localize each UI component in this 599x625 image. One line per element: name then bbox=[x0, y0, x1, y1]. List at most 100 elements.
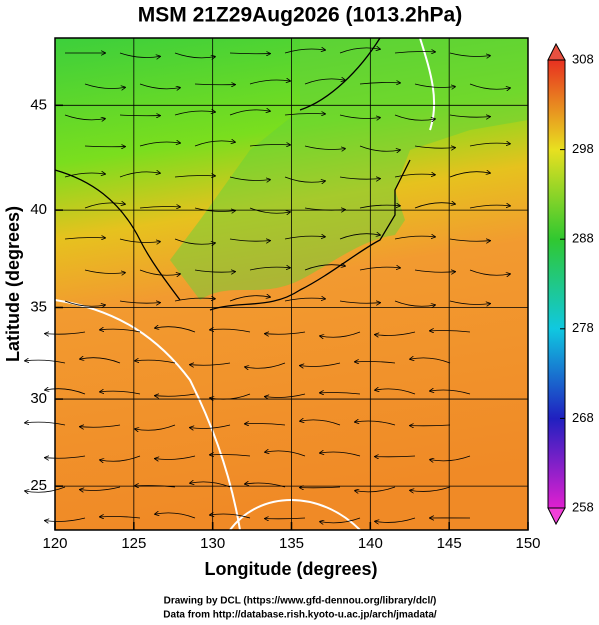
streamline bbox=[45, 389, 86, 395]
colorbar-tick-label: 258 bbox=[572, 499, 594, 514]
streamline bbox=[320, 517, 361, 523]
streamline bbox=[64, 238, 105, 239]
streamline bbox=[194, 141, 235, 147]
streamline bbox=[339, 234, 380, 240]
streamline bbox=[84, 83, 125, 88]
streamline bbox=[80, 358, 121, 364]
streamline bbox=[174, 111, 215, 116]
streamline bbox=[139, 269, 180, 275]
coastline bbox=[209, 159, 411, 311]
streamline bbox=[449, 172, 490, 178]
streamline bbox=[139, 83, 180, 89]
streamline bbox=[119, 238, 160, 243]
streamline bbox=[469, 269, 510, 275]
streamline bbox=[414, 146, 455, 148]
streamline bbox=[320, 392, 361, 394]
streamline bbox=[430, 330, 471, 332]
streamline bbox=[174, 52, 215, 58]
y-tick-label: 25 bbox=[30, 477, 47, 494]
x-tick-label: 135 bbox=[279, 535, 304, 552]
streamline bbox=[375, 517, 416, 522]
streamline bbox=[355, 361, 396, 363]
streamline bbox=[410, 425, 451, 426]
streamline bbox=[339, 301, 380, 303]
streamline bbox=[449, 300, 490, 304]
x-tick-label: 130 bbox=[200, 535, 225, 552]
streamline bbox=[245, 362, 286, 368]
streamline bbox=[64, 300, 105, 306]
streamline bbox=[300, 362, 341, 366]
x-tick-label: 140 bbox=[358, 535, 383, 552]
streamline bbox=[265, 332, 306, 334]
streamline bbox=[100, 516, 141, 518]
streamline bbox=[210, 514, 251, 519]
streamline bbox=[300, 420, 341, 426]
streamline bbox=[190, 424, 231, 428]
streamline bbox=[194, 270, 235, 272]
colorbar-tick-label: 278 bbox=[572, 320, 594, 335]
streamline bbox=[320, 331, 361, 337]
streamline bbox=[449, 115, 490, 117]
streamline bbox=[25, 486, 66, 492]
streamline bbox=[229, 239, 270, 241]
colorbar-tick-label: 298 bbox=[572, 141, 594, 156]
streamline bbox=[119, 115, 160, 116]
streamline bbox=[430, 390, 471, 395]
streamline bbox=[449, 239, 490, 241]
streamline bbox=[394, 114, 435, 120]
streamline bbox=[194, 207, 235, 212]
x-tick-label: 150 bbox=[515, 535, 540, 552]
streamline bbox=[265, 451, 306, 457]
y-tick-label: 30 bbox=[30, 390, 47, 407]
streamline bbox=[284, 298, 325, 302]
streamline bbox=[394, 236, 435, 240]
colorbar-tick-label: 268 bbox=[572, 410, 594, 425]
streamline bbox=[430, 455, 471, 461]
streamline bbox=[469, 143, 510, 147]
streamline bbox=[194, 84, 235, 85]
streamline bbox=[394, 52, 435, 53]
streamline bbox=[64, 114, 105, 120]
streamline bbox=[84, 146, 125, 147]
streamline bbox=[284, 114, 325, 115]
streamlines bbox=[25, 48, 510, 523]
streamline bbox=[155, 513, 196, 519]
streamline bbox=[155, 455, 196, 459]
streamline bbox=[210, 454, 251, 456]
streamline bbox=[339, 177, 380, 179]
streamline bbox=[414, 270, 455, 272]
streamline bbox=[249, 207, 290, 213]
streamline bbox=[174, 298, 215, 302]
streamline bbox=[45, 517, 86, 521]
streamline bbox=[135, 485, 176, 487]
streamline bbox=[449, 52, 490, 57]
streamline bbox=[265, 518, 306, 519]
streamline bbox=[80, 425, 121, 427]
streamline bbox=[229, 110, 270, 116]
streamline bbox=[84, 203, 125, 209]
streamline bbox=[45, 332, 86, 334]
streamline bbox=[100, 391, 141, 395]
streamline bbox=[190, 363, 231, 365]
x-tick-label: 125 bbox=[121, 535, 146, 552]
streamline bbox=[284, 176, 325, 182]
streamline bbox=[300, 487, 341, 488]
streamline bbox=[174, 238, 215, 244]
streamline bbox=[339, 48, 380, 54]
streamline bbox=[265, 393, 306, 397]
streamline bbox=[119, 172, 160, 178]
y-tick-label: 45 bbox=[30, 96, 47, 113]
land-region bbox=[170, 38, 528, 300]
streamline bbox=[394, 300, 435, 306]
streamline bbox=[139, 207, 180, 208]
streamline bbox=[375, 389, 416, 395]
coastline bbox=[54, 169, 181, 301]
title: MSM 21Z29Aug2026 (1013.2hPa) bbox=[138, 4, 462, 27]
streamline bbox=[135, 424, 176, 430]
streamline bbox=[249, 80, 290, 85]
streamline bbox=[135, 360, 176, 364]
streamline bbox=[355, 421, 396, 426]
streamline bbox=[304, 79, 345, 85]
streamline bbox=[355, 486, 396, 492]
streamline bbox=[284, 49, 325, 54]
